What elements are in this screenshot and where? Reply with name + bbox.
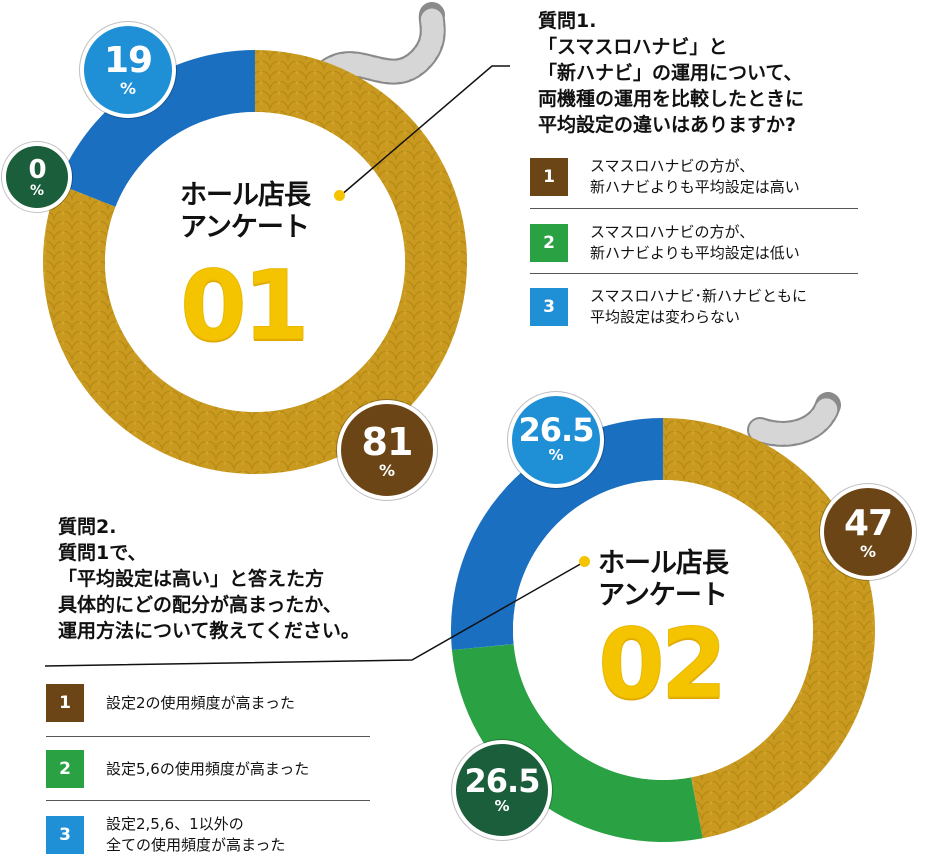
q1-option-2: 2 スマスロハナビの方が、 新ハナビよりも平均設定は低い <box>530 222 800 264</box>
q2-option-1-number: 1 <box>46 684 84 722</box>
q1-option-2-number: 2 <box>530 224 568 262</box>
chart2-label-bubble-bottom: 26.5 % <box>452 740 552 840</box>
leader-line-1 <box>339 65 510 197</box>
chart2-label-value-3: 26.5 <box>518 411 595 449</box>
chart1-leader-dot <box>334 190 345 201</box>
q2-option-2-text: 設定5,6の使用頻度が高まった <box>106 759 310 778</box>
q1-option-3-text: スマスロハナビ･新ハナビともに 平均設定は変わらない <box>590 287 808 326</box>
chart2-label-value-47: 47 <box>843 503 893 544</box>
chart1-label-unit-81: % <box>378 461 396 480</box>
chart2-center-line1: ホール店長 <box>598 548 729 579</box>
leader-line-2 <box>44 561 585 667</box>
chart1-center-title: ホール店長 アンケート <box>180 180 311 244</box>
chart2-slice-3 <box>451 418 663 650</box>
chart1-hole <box>105 112 405 412</box>
chart1-label-value-0: 0 <box>28 155 46 185</box>
chart2-big-number: 02 <box>598 608 729 720</box>
chart1-label-value-81: 81 <box>361 420 414 464</box>
chart2-leader-dot <box>579 556 590 567</box>
q2-option-3-number: 3 <box>46 816 84 854</box>
worm-decoration-1 <box>317 2 446 85</box>
chart2-center-line2: アンケート <box>598 580 728 611</box>
q1-option-3: 3 スマスロハナビ･新ハナビともに 平均設定は変わらない <box>530 286 807 328</box>
q1-option-1: 1 スマスロハナビの方が、 新ハナビよりも平均設定は高い <box>530 156 800 198</box>
q1-divider-1 <box>530 208 858 209</box>
chart1-big-number: 01 <box>180 250 311 362</box>
chart1-label-unit-19: % <box>119 79 137 98</box>
q2-option-3-text: 設定2,5,6、1以外の 全ての使用頻度が高まった <box>106 815 286 854</box>
chart2-label-unit-2: % <box>494 797 510 815</box>
chart2-label-unit-3: % <box>548 446 564 464</box>
q2-divider-1 <box>46 736 370 737</box>
q1-option-1-text: スマスロハナビの方が、 新ハナビよりも平均設定は高い <box>590 157 800 196</box>
q2-option-1: 1 設定2の使用頻度が高まった <box>46 684 295 722</box>
q2-option-1-text: 設定2の使用頻度が高まった <box>106 693 295 712</box>
q1-option-3-number: 3 <box>530 288 568 326</box>
chart1-center-line1: ホール店長 <box>180 180 311 211</box>
chart1-label-unit-0: % <box>29 183 45 199</box>
chart1-slice-3 <box>57 50 255 207</box>
chart1-label-bubble-0: 0 % <box>2 142 72 212</box>
chart1-label-bubble-81: 81 % <box>337 400 437 500</box>
worm-decoration-2 <box>747 392 841 447</box>
chart2-hole <box>513 480 813 780</box>
chart2-label-bubble-47: 47 % <box>820 484 916 580</box>
chart1-label-bubble-19: 19 % <box>80 22 176 118</box>
q1-option-1-number: 1 <box>530 158 568 196</box>
chart2-center-title: ホール店長 アンケート <box>598 548 729 612</box>
q2-option-3: 3 設定2,5,6、1以外の 全ての使用頻度が高まった <box>46 814 285 856</box>
q2-option-2-number: 2 <box>46 750 84 788</box>
chart1-center-line2: アンケート <box>180 212 310 243</box>
question-2-text: 質問2. 質問1で、 「平均設定は高い」と答えた方 具体的にどの配分が高まったか… <box>58 516 360 642</box>
chart1-label-value-19: 19 <box>103 40 153 81</box>
q2-option-2: 2 設定5,6の使用頻度が高まった <box>46 750 309 788</box>
q1-divider-2 <box>530 273 858 274</box>
q2-divider-2 <box>46 800 370 801</box>
chart2-label-unit-47: % <box>859 542 877 561</box>
chart2-label-bubble-top-left: 26.5 % <box>508 392 604 488</box>
q1-option-2-text: スマスロハナビの方が、 新ハナビよりも平均設定は低い <box>590 223 800 262</box>
question-1-text: 質問1. 「スマスロハナビ」と 「新ハナビ」の運用について、 両機種の運用を比較… <box>538 10 805 136</box>
chart2-label-value-2: 26.5 <box>464 762 541 800</box>
chart2-slice-2 <box>451 644 703 842</box>
donut-chart-1 <box>43 50 468 474</box>
